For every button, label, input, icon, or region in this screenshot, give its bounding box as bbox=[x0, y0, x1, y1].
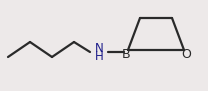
Text: H: H bbox=[95, 51, 103, 64]
Text: N: N bbox=[95, 42, 103, 56]
Text: B: B bbox=[122, 49, 130, 62]
Text: O: O bbox=[181, 49, 191, 62]
